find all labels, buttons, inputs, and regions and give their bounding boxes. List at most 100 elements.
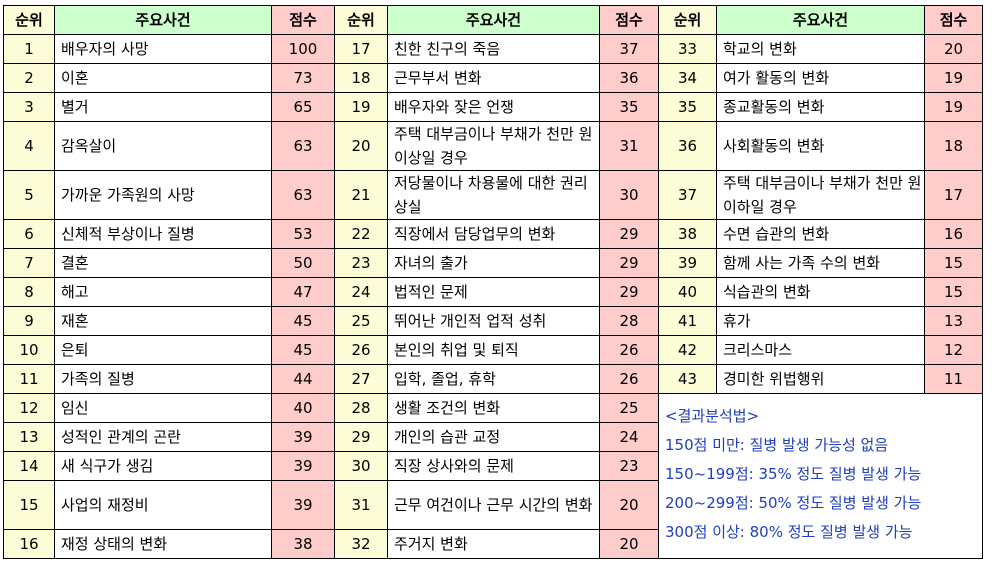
score-cell: 26	[599, 335, 659, 365]
score-cell: 40	[271, 393, 335, 423]
rank-cell: 19	[334, 92, 388, 122]
event-cell: 가까운 가족원의 사망	[54, 170, 272, 220]
table-row: 11 가족의 질병 44 27 입학, 졸업, 휴학 26 43 경미한 위법행위 11	[3, 364, 983, 394]
rank-cell: 27	[334, 364, 388, 394]
table-row: 12 임신 40 28 생활 조건의 변화 25 <결과분석법> 150점 미만: 질병 발생…	[3, 393, 983, 559]
rank-cell: 41	[658, 306, 717, 336]
score-cell: 18	[924, 121, 983, 171]
rank-cell: 16	[3, 529, 55, 559]
rank-cell: 3	[3, 92, 55, 122]
score-cell: 53	[271, 219, 335, 249]
score-cell: 73	[271, 63, 335, 93]
table-row: 1 배우자의 사망 100 17 친한 친구의 죽음 37 33 학교의 변화 20	[3, 34, 983, 64]
score-cell: 24	[599, 422, 659, 452]
event-cell: 재혼	[54, 306, 272, 336]
event-cell: 본인의 취업 및 퇴직	[387, 335, 600, 365]
event-cell: 감옥살이	[54, 121, 272, 171]
rank-cell: 23	[334, 248, 388, 278]
event-cell: 배우자의 사망	[54, 34, 272, 64]
rank-cell: 33	[658, 34, 717, 64]
score-cell: 23	[599, 451, 659, 481]
rank-cell: 31	[334, 480, 388, 530]
rank-cell: 36	[658, 121, 717, 171]
table-row: 14 새 식구가 생김 39 30 직장 상사와의 문제 23	[3, 451, 983, 481]
score-cell: 50	[271, 248, 335, 278]
event-cell: 사업의 재정비	[54, 480, 272, 530]
score-cell: 30	[599, 170, 659, 220]
score-cell: 29	[599, 219, 659, 249]
event-cell: 자녀의 출가	[387, 248, 600, 278]
score-cell: 28	[599, 306, 659, 336]
rank-cell: 17	[334, 34, 388, 64]
event-header: 주요사건	[54, 5, 272, 35]
rank-cell: 22	[334, 219, 388, 249]
rank-cell: 14	[3, 451, 55, 481]
score-cell: 25	[599, 393, 659, 423]
table-row: 15 사업의 재정비 39 31 근무 여건이나 근무 시간의 변화 20	[3, 480, 983, 530]
score-header: 점수	[599, 5, 659, 35]
rank-cell: 6	[3, 219, 55, 249]
note-line: 150~199점: 35% 정도 질병 발생 가능	[665, 465, 922, 483]
score-cell: 20	[599, 480, 659, 530]
rank-cell: 1	[3, 34, 55, 64]
score-cell: 19	[924, 63, 983, 93]
score-header: 점수	[924, 5, 983, 35]
score-cell: 45	[271, 335, 335, 365]
score-cell: 39	[271, 422, 335, 452]
event-cell: 해고	[54, 277, 272, 307]
event-cell: 별거	[54, 92, 272, 122]
table-row: 2 이혼 73 18 근무부서 변화 36 34 여가 활동의 변화 19	[3, 63, 983, 93]
table-row: 8 해고 47 24 법적인 문제 29 40 식습관의 변화 15	[3, 277, 983, 307]
score-cell: 45	[271, 306, 335, 336]
table-row: 4 감옥살이 63 20 주택 대부금이나 부채가 천만 원 이상일 경우 31 36 사회활…	[3, 121, 983, 171]
event-cell: 주택 대부금이나 부채가 천만 원 이하일 경우	[716, 170, 925, 220]
event-cell: 이혼	[54, 63, 272, 93]
score-cell: 26	[599, 364, 659, 394]
event-cell: 임신	[54, 393, 272, 423]
event-cell: 은퇴	[54, 335, 272, 365]
rank-cell: 40	[658, 277, 717, 307]
rank-cell: 12	[3, 393, 55, 423]
event-cell: 경미한 위법행위	[716, 364, 925, 394]
event-cell: 개인의 습관 교정	[387, 422, 600, 452]
score-cell: 15	[924, 277, 983, 307]
rank-cell: 2	[3, 63, 55, 93]
rank-cell: 7	[3, 248, 55, 278]
score-cell: 47	[271, 277, 335, 307]
score-cell: 38	[271, 529, 335, 559]
table-row: 5 가까운 가족원의 사망 63 21 저당물이나 차용물에 대한 권리 상실 30 37 주…	[3, 170, 983, 220]
score-cell: 63	[271, 121, 335, 171]
note-line: 150점 미만: 질병 발생 가능성 없음	[665, 436, 889, 454]
event-header: 주요사건	[387, 5, 600, 35]
rank-cell: 32	[334, 529, 388, 559]
event-cell: 학교의 변화	[716, 34, 925, 64]
rank-cell: 18	[334, 63, 388, 93]
score-cell: 19	[924, 92, 983, 122]
event-cell: 친한 친구의 죽음	[387, 34, 600, 64]
score-cell: 20	[924, 34, 983, 64]
note-line: 200~299점: 50% 정도 질병 발생 가능	[665, 494, 922, 512]
rank-cell: 10	[3, 335, 55, 365]
table-row: 3 별거 65 19 배우자와 잦은 언쟁 35 35 종교활동의 변화 19	[3, 92, 983, 122]
event-cell: 근무 여건이나 근무 시간의 변화	[387, 480, 600, 530]
score-cell: 16	[924, 219, 983, 249]
event-cell: 저당물이나 차용물에 대한 권리 상실	[387, 170, 600, 220]
score-cell: 44	[271, 364, 335, 394]
rank-cell: 25	[334, 306, 388, 336]
event-cell: 수면 습관의 변화	[716, 219, 925, 249]
score-cell: 29	[599, 248, 659, 278]
header-row: 순위 주요사건 점수 순위 주요사건 점수 순위 주요사건 점수	[3, 5, 983, 35]
event-cell: 사회활동의 변화	[716, 121, 925, 171]
rank-cell: 20	[334, 121, 388, 171]
score-cell: 35	[599, 92, 659, 122]
note-title: <결과분석법>	[665, 407, 760, 425]
rank-cell: 8	[3, 277, 55, 307]
event-cell: 여가 활동의 변화	[716, 63, 925, 93]
score-cell: 11	[924, 364, 983, 394]
event-cell: 뛰어난 개인적 업적 성취	[387, 306, 600, 336]
event-cell: 생활 조건의 변화	[387, 393, 600, 423]
table-row: 10 은퇴 45 26 본인의 취업 및 퇴직 26 42 크리스마스 12	[3, 335, 983, 365]
event-cell: 가족의 질병	[54, 364, 272, 394]
rank-cell: 42	[658, 335, 717, 365]
rank-header: 순위	[658, 5, 717, 35]
